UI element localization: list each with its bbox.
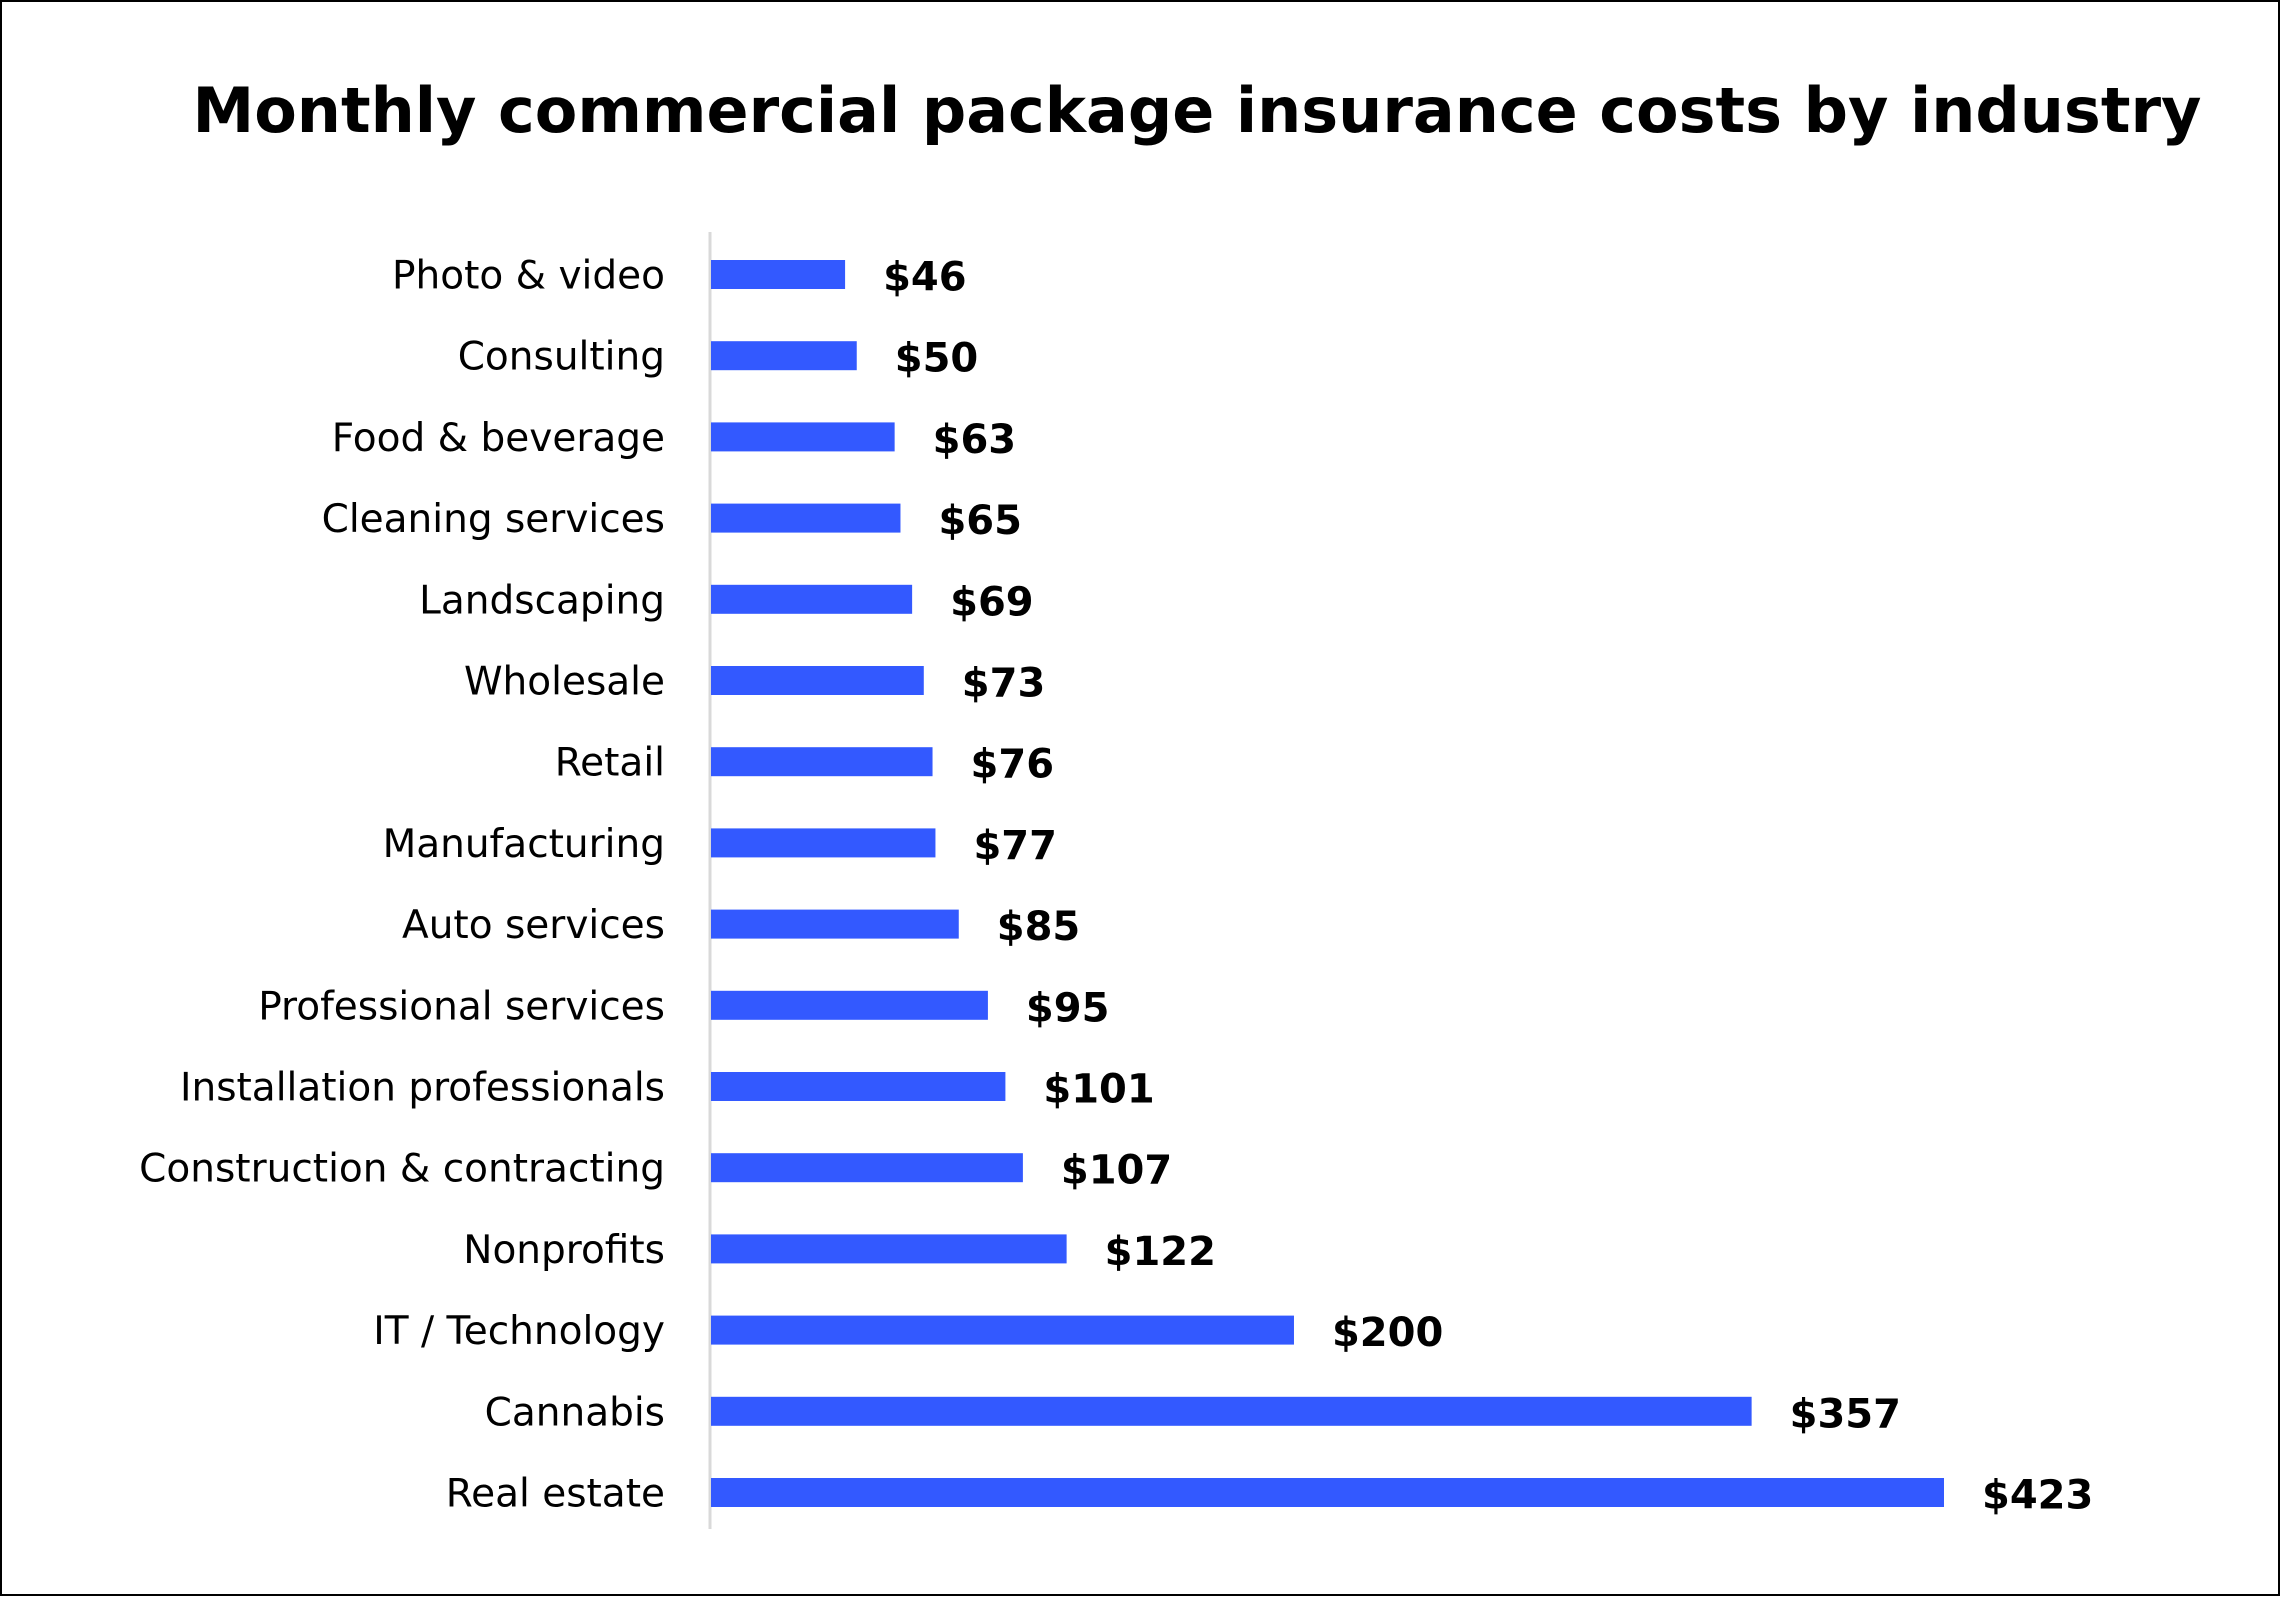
bar [711, 260, 846, 289]
category-label: Food & beverage [332, 416, 665, 461]
bar [711, 666, 924, 695]
data-label: $69 [950, 579, 1034, 625]
data-label: $357 [1790, 1391, 1901, 1437]
category-label: Real estate [446, 1472, 665, 1517]
data-label: $200 [1332, 1310, 1443, 1356]
category-label: Construction & contracting [139, 1147, 665, 1192]
data-label: $101 [1043, 1067, 1154, 1113]
category-label: Cleaning services [322, 497, 665, 542]
bar [711, 341, 857, 371]
data-label: $76 [971, 742, 1055, 788]
data-label: $46 [883, 255, 967, 301]
category-label: Cannabis [485, 1390, 665, 1435]
bar [711, 1072, 1006, 1101]
category-label: Installation professionals [180, 1066, 665, 1111]
bar [711, 747, 933, 777]
bar [711, 422, 895, 452]
bar [711, 828, 936, 858]
category-label: Landscaping [419, 578, 665, 623]
data-label: $85 [997, 904, 1080, 950]
bar [711, 1153, 1023, 1183]
data-label: $122 [1105, 1229, 1216, 1275]
bar [711, 584, 913, 614]
category-label: Retail [555, 741, 665, 786]
data-label: $63 [933, 417, 1017, 463]
bar [711, 1396, 1752, 1426]
category-label: Photo & video [392, 254, 665, 299]
data-label: $50 [895, 336, 979, 382]
category-label: Nonprofits [463, 1228, 665, 1273]
bar [711, 503, 901, 533]
category-label: Auto services [402, 903, 665, 948]
bar [711, 1315, 1294, 1345]
data-label: $77 [973, 823, 1056, 869]
category-label: Professional services [258, 984, 665, 1029]
category-label: IT / Technology [373, 1309, 665, 1354]
bar [711, 1234, 1067, 1264]
category-label: Manufacturing [383, 822, 665, 867]
chart-title: Monthly commercial package insurance cos… [193, 74, 2202, 147]
data-label: $107 [1061, 1148, 1172, 1194]
data-label: $73 [962, 661, 1046, 707]
bar [711, 909, 959, 939]
data-label: $95 [1026, 985, 1110, 1031]
bar [711, 990, 988, 1020]
data-label: $65 [938, 498, 1022, 544]
category-label: Wholesale [464, 660, 665, 705]
category-label: Consulting [458, 335, 665, 380]
bar [711, 1478, 1944, 1507]
data-label: $423 [1982, 1473, 2093, 1519]
